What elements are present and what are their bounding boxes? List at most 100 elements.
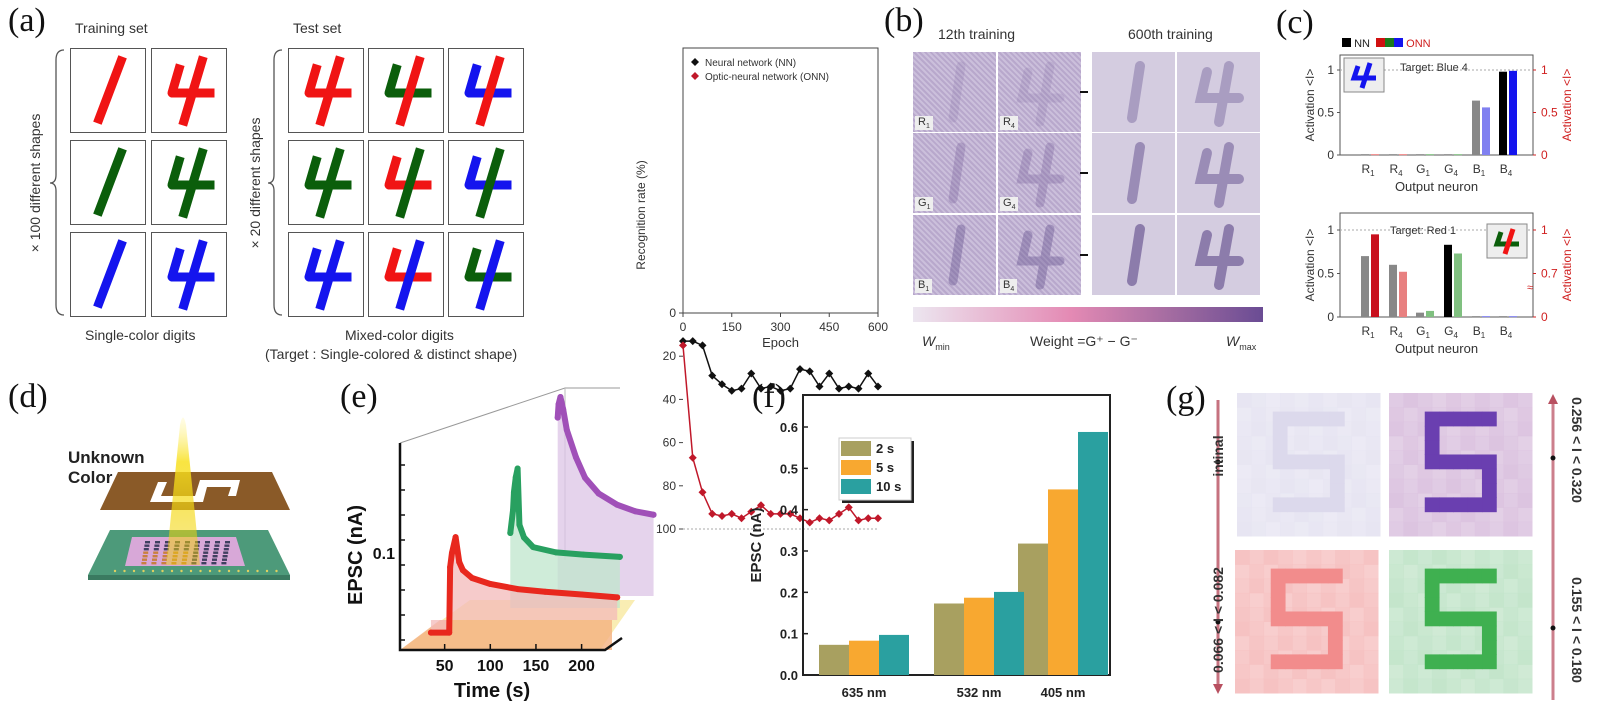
tile-0 bbox=[1237, 393, 1381, 537]
bar-10s-405nm bbox=[1078, 431, 1108, 675]
digit-one bbox=[93, 55, 127, 125]
nn-swatch bbox=[1342, 38, 1351, 47]
y-tick-label: 0.1 bbox=[780, 627, 798, 642]
data-point bbox=[737, 514, 746, 523]
x-tick-label: 450 bbox=[819, 320, 839, 334]
bar-10s-635nm bbox=[879, 634, 909, 675]
data-point bbox=[595, 490, 602, 497]
tile-pixel bbox=[1460, 478, 1476, 494]
tile-pixel bbox=[1403, 493, 1419, 508]
s-digit-pixel bbox=[1299, 654, 1315, 670]
bar-10s-532nm bbox=[994, 591, 1024, 675]
x-tick-label: 150 bbox=[722, 320, 742, 334]
s-digit-pixel bbox=[1424, 582, 1440, 598]
tile-pixel bbox=[1335, 592, 1350, 608]
y-axis-label: EPSC (nA) bbox=[748, 507, 765, 582]
data-point bbox=[427, 629, 434, 636]
right-axis-label: Activation <I> bbox=[1560, 69, 1574, 142]
inset-digit-arms bbox=[1493, 231, 1519, 247]
tile-pixel bbox=[1474, 435, 1490, 451]
data-point bbox=[542, 588, 549, 595]
tile-pixel bbox=[1403, 578, 1419, 594]
bar-onn-G1 bbox=[1426, 154, 1434, 156]
tile-pixel bbox=[1503, 592, 1519, 608]
y-tick-label: 0.3 bbox=[780, 544, 798, 559]
test-digit-cell bbox=[368, 232, 444, 317]
bar-nn-R4 bbox=[1389, 154, 1397, 156]
legend-label: 10 s bbox=[876, 479, 901, 494]
y-tick-label: 0.4 bbox=[780, 503, 799, 518]
tile-pixel bbox=[1517, 550, 1533, 565]
s-digit-pixel bbox=[1327, 640, 1343, 655]
data-point bbox=[688, 453, 697, 462]
legend-label: 2 s bbox=[876, 441, 894, 456]
bar-nn-G1 bbox=[1416, 154, 1424, 156]
pixel bbox=[211, 562, 217, 565]
s-digit-pixel bbox=[1270, 582, 1286, 598]
data-point bbox=[452, 534, 459, 541]
data-point bbox=[679, 341, 687, 350]
tile-pixel bbox=[1351, 450, 1367, 465]
tile-pixel bbox=[1460, 393, 1476, 408]
tile-pixel bbox=[1349, 578, 1365, 594]
wmin-sub: min bbox=[935, 341, 950, 352]
neuron-label: R1 bbox=[915, 115, 933, 130]
s-digit-pixel bbox=[1270, 568, 1286, 584]
data-point bbox=[786, 509, 795, 518]
tile-pixel bbox=[1279, 521, 1295, 537]
digit-four-stem bbox=[475, 239, 505, 311]
tile-pixel bbox=[1517, 607, 1533, 622]
tile-pixel bbox=[1389, 550, 1404, 565]
digit-four-trace bbox=[1016, 61, 1065, 127]
tile-pixel bbox=[1337, 393, 1352, 408]
tile-pixel bbox=[1389, 635, 1404, 651]
tile-pixel bbox=[1503, 407, 1519, 423]
tile-pixel bbox=[1460, 678, 1476, 694]
data-point bbox=[825, 369, 834, 378]
tile-pixel bbox=[1363, 592, 1379, 608]
weight-map-G4-600th bbox=[1177, 133, 1260, 213]
tile-pixel bbox=[1389, 493, 1404, 508]
tile-pixel bbox=[1503, 393, 1519, 408]
tile-pixel bbox=[1489, 435, 1504, 451]
data-point bbox=[447, 564, 454, 571]
s-digit-pixel bbox=[1313, 611, 1329, 627]
data-point bbox=[854, 516, 863, 525]
x-tick-label: 50 bbox=[436, 658, 454, 675]
data-point bbox=[708, 371, 717, 380]
weight-map-G1-600th bbox=[1092, 133, 1175, 213]
legend-label: 5 s bbox=[876, 460, 894, 475]
tile-pixel bbox=[1431, 521, 1447, 537]
y-axis-label: Activation <I> bbox=[1303, 69, 1317, 142]
tile-pixel bbox=[1363, 550, 1379, 565]
bar-onn-B1 bbox=[1482, 316, 1490, 318]
pad bbox=[161, 569, 164, 573]
s-digit-pixel bbox=[1439, 454, 1454, 470]
tile-pixel bbox=[1489, 521, 1504, 537]
tile-pixel bbox=[1517, 507, 1533, 523]
tile-pixel bbox=[1389, 450, 1404, 465]
pad bbox=[275, 569, 278, 573]
data-point bbox=[578, 591, 585, 598]
data-point bbox=[510, 507, 517, 514]
s-digit-pixel bbox=[1439, 497, 1454, 513]
data-point bbox=[844, 503, 853, 512]
tile-pixel bbox=[1322, 435, 1338, 451]
pixel bbox=[154, 544, 160, 547]
data-point bbox=[776, 509, 785, 518]
pixel bbox=[155, 541, 160, 544]
data-point bbox=[614, 594, 621, 601]
tile-pixel bbox=[1403, 635, 1419, 651]
s-digit-pixel bbox=[1424, 411, 1440, 427]
data-point bbox=[555, 401, 562, 408]
tile-pixel bbox=[1431, 635, 1447, 651]
tile-pixel bbox=[1308, 435, 1324, 451]
tile-pixel bbox=[1446, 635, 1461, 651]
digit-four-arms bbox=[384, 63, 432, 98]
tile-pixel bbox=[1265, 521, 1281, 537]
neuron-label: B1 bbox=[915, 278, 933, 293]
tile-pixel bbox=[1503, 421, 1519, 437]
pad bbox=[123, 569, 126, 573]
pixel bbox=[205, 541, 210, 544]
